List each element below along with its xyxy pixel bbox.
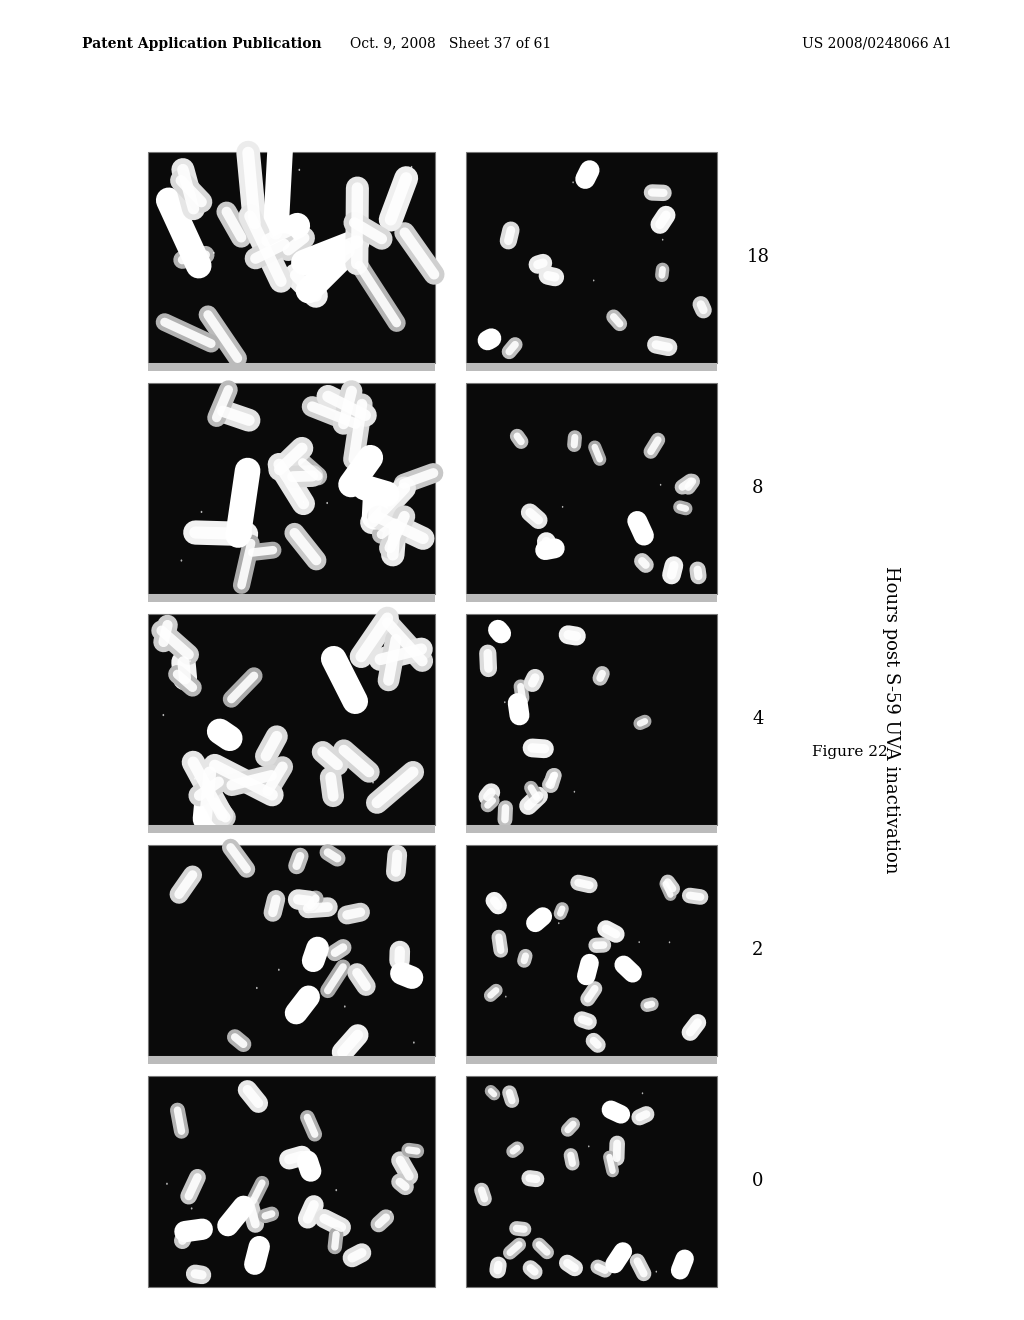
Bar (466, 152, 717, 363)
Circle shape (505, 995, 507, 998)
Circle shape (189, 660, 190, 663)
Circle shape (163, 714, 164, 717)
Bar (466, 1076, 717, 1287)
Bar (148, 152, 435, 363)
Circle shape (558, 923, 559, 924)
Bar (466, 845, 717, 1056)
Circle shape (195, 777, 196, 780)
Circle shape (588, 1146, 590, 1147)
Circle shape (593, 280, 595, 281)
Circle shape (213, 252, 215, 253)
Bar (148, 383, 435, 594)
Circle shape (166, 1183, 168, 1185)
Circle shape (382, 482, 384, 484)
Circle shape (655, 1271, 657, 1272)
Text: 18: 18 (746, 248, 769, 267)
Circle shape (327, 502, 328, 504)
Circle shape (642, 1093, 643, 1094)
Text: Hours post S-59 UVA inactivation: Hours post S-59 UVA inactivation (882, 566, 900, 873)
Circle shape (190, 1208, 193, 1209)
Text: 4: 4 (752, 710, 764, 729)
Circle shape (572, 181, 573, 183)
Circle shape (372, 781, 374, 784)
Circle shape (336, 1189, 337, 1191)
Bar (148, 845, 435, 1056)
Text: Figure 22: Figure 22 (812, 746, 888, 759)
Bar (148, 1076, 435, 1287)
Circle shape (411, 166, 413, 168)
Circle shape (669, 941, 671, 944)
Bar (148, 363, 435, 371)
Circle shape (659, 484, 662, 486)
Circle shape (201, 511, 203, 513)
Circle shape (413, 1041, 415, 1044)
Circle shape (298, 169, 300, 172)
Circle shape (390, 1210, 391, 1213)
Bar (466, 1056, 717, 1064)
Bar (148, 594, 435, 602)
Bar (148, 825, 435, 833)
Bar (466, 594, 717, 602)
Circle shape (344, 1006, 346, 1007)
Bar (466, 383, 717, 594)
Text: Oct. 9, 2008   Sheet 37 of 61: Oct. 9, 2008 Sheet 37 of 61 (350, 37, 551, 50)
Circle shape (180, 560, 182, 561)
Circle shape (662, 239, 664, 240)
Text: 8: 8 (752, 479, 764, 498)
Text: Patent Application Publication: Patent Application Publication (82, 37, 322, 50)
Circle shape (278, 969, 280, 972)
Bar (466, 825, 717, 833)
Text: 0: 0 (752, 1172, 764, 1191)
Circle shape (307, 997, 309, 999)
Bar (148, 614, 435, 825)
Bar (148, 1056, 435, 1064)
Text: 2: 2 (752, 941, 764, 960)
Circle shape (303, 500, 304, 503)
Circle shape (632, 970, 633, 973)
Circle shape (573, 791, 575, 793)
Bar (466, 363, 717, 371)
Text: US 2008/0248066 A1: US 2008/0248066 A1 (803, 37, 952, 50)
Circle shape (562, 506, 563, 508)
Bar (466, 614, 717, 825)
Circle shape (638, 941, 640, 942)
Circle shape (504, 701, 506, 704)
Circle shape (256, 987, 258, 989)
